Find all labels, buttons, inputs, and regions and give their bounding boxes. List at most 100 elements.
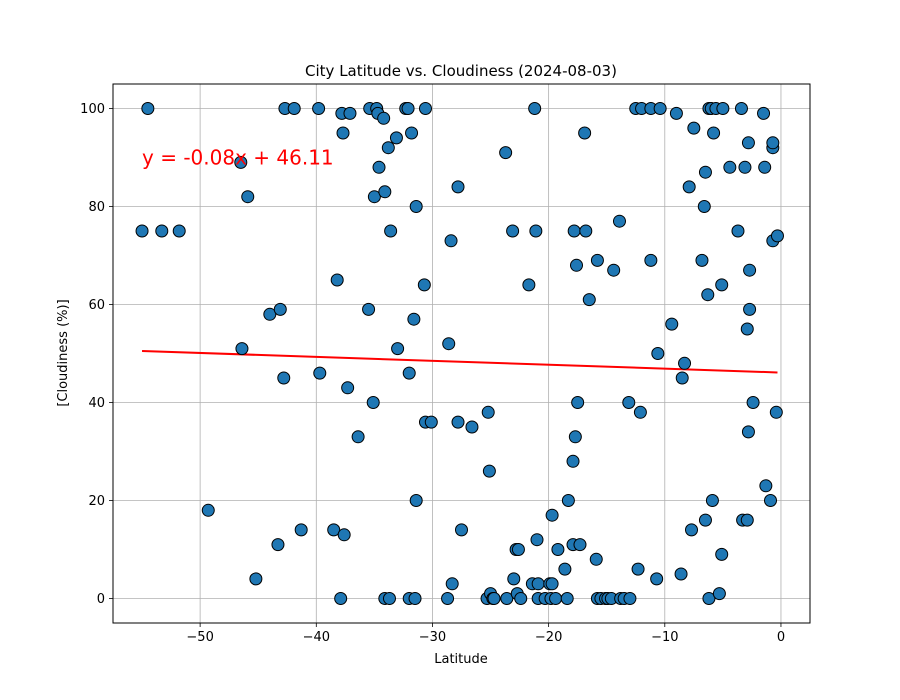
data-point [507, 572, 521, 586]
data-point [530, 533, 544, 547]
x-tick-label: −50 [186, 630, 213, 645]
data-point [343, 106, 357, 120]
y-tick-label: 40 [88, 396, 105, 411]
x-tick-label: −40 [303, 630, 330, 645]
data-point [401, 102, 415, 115]
data-point [571, 396, 585, 409]
data-point [545, 508, 559, 522]
data-point [573, 538, 587, 552]
data-point [758, 160, 772, 174]
data-point [135, 224, 149, 238]
data-point [334, 592, 348, 605]
regression-line [142, 350, 778, 374]
x-tick-label: −30 [419, 630, 446, 645]
data-point [384, 224, 398, 238]
data-point [741, 136, 755, 150]
data-point [330, 273, 344, 287]
data-point [337, 528, 351, 542]
data-point [740, 513, 754, 527]
data-point [273, 302, 287, 316]
data-point [372, 160, 386, 174]
data-point [367, 190, 381, 204]
chart-title: City Latitude vs. Cloudiness (2024-08-03… [305, 62, 617, 80]
data-point [764, 494, 778, 507]
data-point [674, 567, 688, 581]
data-point [362, 302, 376, 316]
data-point [514, 592, 528, 605]
data-point [465, 420, 479, 434]
y-axis-ticks: 0 20 40 60 80 100 [80, 102, 113, 607]
data-point [287, 102, 301, 115]
data-point [234, 155, 248, 169]
regression-layer [142, 350, 778, 374]
data-point [650, 572, 664, 586]
data-point [570, 258, 584, 272]
data-point [560, 592, 574, 605]
data-point [417, 278, 431, 292]
data-point [715, 278, 729, 292]
data-point [566, 454, 580, 468]
data-point [743, 302, 757, 316]
data-point [731, 224, 745, 238]
data-point [455, 523, 468, 537]
data-point [418, 102, 432, 115]
data-point [511, 543, 525, 556]
data-point [424, 415, 438, 429]
data-point [740, 322, 754, 336]
data-point [695, 253, 709, 267]
data-point [558, 562, 572, 576]
data-point [341, 381, 355, 395]
data-point [551, 543, 565, 556]
data-point [405, 126, 419, 140]
data-point [633, 405, 647, 419]
data-point [766, 136, 780, 150]
data-points [135, 102, 784, 605]
data-point [389, 131, 403, 145]
data-point [549, 592, 563, 605]
data-point [685, 523, 699, 537]
data-point [444, 234, 458, 248]
data-point [351, 430, 365, 444]
data-point [451, 415, 465, 429]
data-point [582, 293, 596, 307]
y-tick-label: 20 [88, 494, 105, 509]
data-point [651, 347, 665, 360]
plot-frame [112, 83, 811, 624]
x-tick-label: −10 [651, 630, 678, 645]
data-point [707, 126, 721, 140]
data-point [568, 430, 582, 444]
data-point [669, 106, 683, 120]
data-point [675, 371, 689, 385]
data-point [381, 141, 395, 155]
data-point [271, 538, 285, 552]
data-point [697, 200, 711, 213]
data-point [612, 214, 626, 228]
data-point [705, 494, 719, 507]
data-point [653, 102, 667, 115]
data-point [408, 592, 422, 605]
data-point [759, 479, 773, 493]
data-point [741, 425, 755, 439]
data-point [241, 190, 255, 204]
data-point [738, 160, 752, 174]
data-point [702, 592, 716, 605]
data-point [678, 356, 692, 370]
data-point [682, 180, 696, 194]
data-point [327, 523, 341, 537]
x-tick-label: 0 [777, 630, 785, 645]
data-point [263, 307, 277, 321]
data-point [451, 180, 465, 194]
data-point [487, 592, 501, 605]
data-point [499, 146, 513, 160]
data-point [442, 337, 456, 351]
data-point [277, 371, 291, 385]
data-point [172, 224, 186, 238]
regression-equation: y = -0.08x + 46.11 [142, 146, 334, 170]
data-point [769, 405, 783, 419]
data-point [201, 503, 215, 517]
data-point [377, 111, 391, 125]
data-point [445, 577, 459, 591]
data-point [312, 102, 326, 115]
data-point [409, 200, 423, 213]
